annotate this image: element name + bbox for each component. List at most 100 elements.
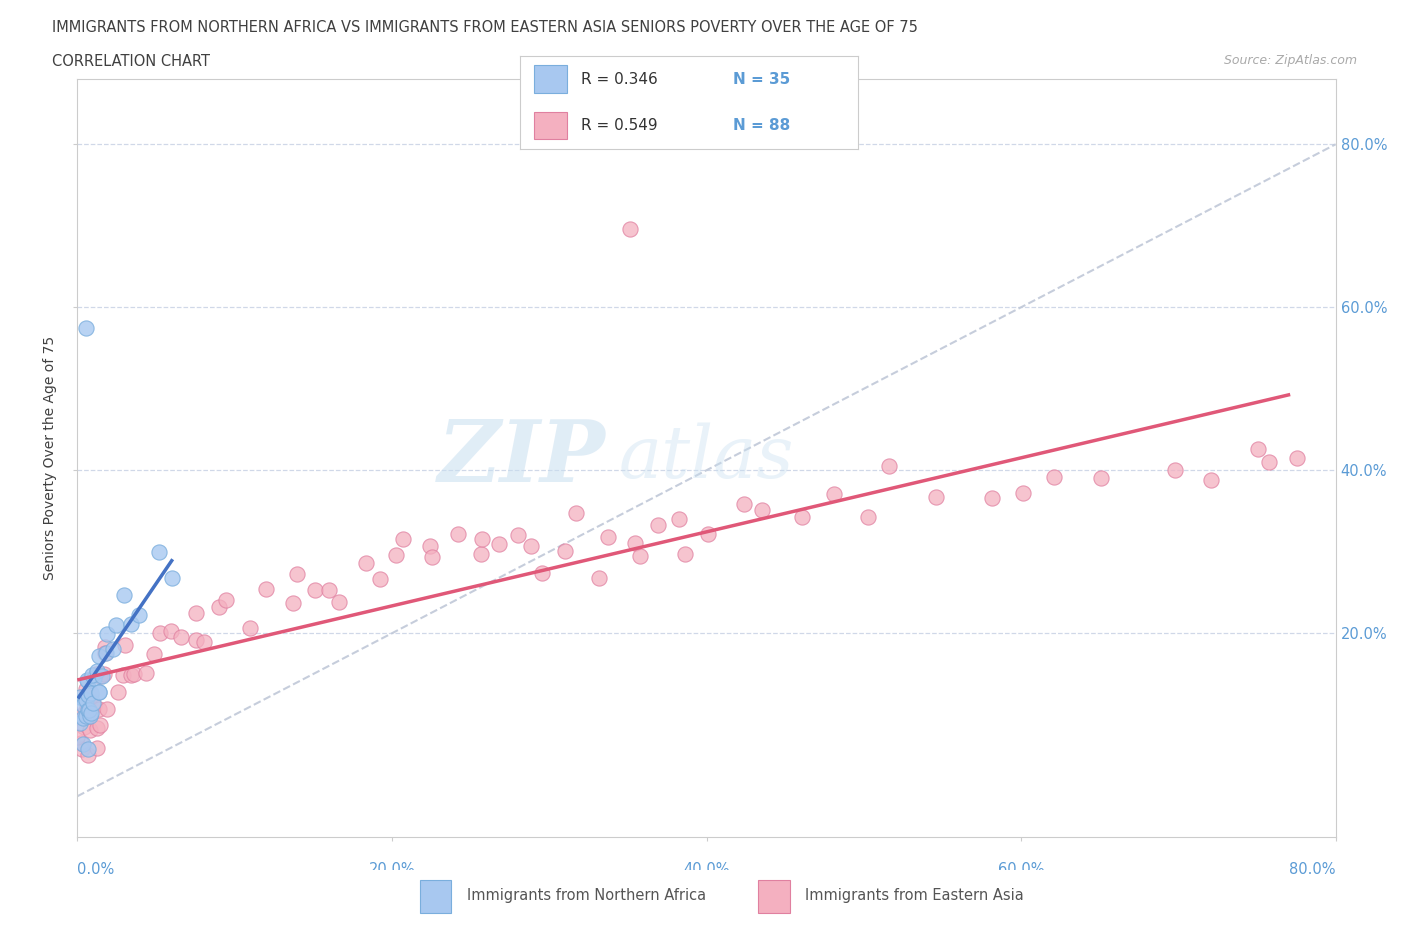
Point — [668, 512, 690, 526]
Text: ZIP: ZIP — [439, 417, 606, 499]
Point — [384, 548, 406, 563]
Point — [1258, 455, 1281, 470]
Point — [76, 691, 98, 706]
Point — [120, 617, 142, 631]
FancyBboxPatch shape — [534, 112, 568, 140]
Text: Source: ZipAtlas.com: Source: ZipAtlas.com — [1223, 54, 1357, 67]
Point — [856, 510, 879, 525]
Point — [470, 546, 492, 561]
Text: N = 35: N = 35 — [733, 72, 790, 86]
Text: 80.0%: 80.0% — [1289, 862, 1336, 877]
Point — [254, 581, 277, 596]
Point — [624, 536, 647, 551]
Point — [76, 701, 98, 716]
Text: atlas: atlas — [619, 423, 794, 493]
Point — [1042, 470, 1064, 485]
Point — [89, 701, 111, 716]
Point — [76, 708, 98, 723]
Point — [69, 736, 91, 751]
Point — [160, 624, 183, 639]
Point — [1011, 485, 1033, 500]
Point — [304, 583, 326, 598]
Point — [1286, 450, 1309, 465]
Y-axis label: Seniors Poverty Over the Age of 75: Seniors Poverty Over the Age of 75 — [44, 336, 58, 580]
Text: 20.0%: 20.0% — [368, 862, 415, 877]
Point — [69, 715, 91, 730]
FancyBboxPatch shape — [758, 880, 790, 913]
Point — [733, 497, 755, 512]
Point — [76, 741, 98, 756]
Point — [751, 502, 773, 517]
Point — [77, 702, 100, 717]
Point — [94, 645, 117, 660]
Point — [96, 627, 118, 642]
Point — [214, 592, 236, 607]
Point — [82, 695, 104, 710]
Point — [79, 705, 101, 720]
Point — [101, 641, 124, 656]
FancyBboxPatch shape — [534, 65, 568, 93]
Point — [104, 618, 127, 632]
Point — [76, 320, 98, 335]
Point — [75, 708, 97, 723]
Point — [696, 527, 718, 542]
Point — [143, 646, 166, 661]
Point — [392, 531, 415, 546]
FancyBboxPatch shape — [419, 880, 451, 913]
Text: R = 0.346: R = 0.346 — [581, 72, 658, 86]
Point — [72, 698, 94, 712]
Point — [86, 721, 108, 736]
Point — [111, 668, 134, 683]
Point — [508, 527, 530, 542]
Point — [186, 632, 208, 647]
Point — [471, 531, 494, 546]
Point — [76, 701, 98, 716]
Point — [96, 701, 118, 716]
Point — [530, 565, 553, 580]
Point — [318, 582, 340, 597]
Point — [80, 685, 103, 700]
Point — [1247, 442, 1270, 457]
Point — [879, 458, 901, 473]
Point — [87, 684, 110, 699]
Point — [328, 594, 350, 609]
Point — [79, 723, 101, 737]
Text: R = 0.549: R = 0.549 — [581, 118, 658, 133]
Point — [673, 547, 696, 562]
Point — [87, 648, 110, 663]
Point — [69, 690, 91, 705]
Point — [120, 667, 142, 682]
Point — [94, 645, 117, 660]
Point — [89, 718, 111, 733]
Point — [79, 709, 101, 724]
Point — [80, 687, 103, 702]
Text: N = 88: N = 88 — [733, 118, 790, 133]
Point — [628, 549, 651, 564]
Point — [148, 545, 170, 560]
Point — [790, 510, 813, 525]
Point — [73, 720, 96, 735]
Point — [70, 741, 93, 756]
Point — [112, 588, 135, 603]
Point — [283, 596, 305, 611]
Point — [1199, 472, 1222, 487]
Point — [368, 572, 391, 587]
Point — [76, 702, 98, 717]
Point — [76, 687, 98, 702]
Point — [75, 682, 97, 697]
Point — [76, 699, 98, 714]
Point — [83, 699, 105, 714]
Point — [93, 667, 115, 682]
Text: IMMIGRANTS FROM NORTHERN AFRICA VS IMMIGRANTS FROM EASTERN ASIA SENIORS POVERTY : IMMIGRANTS FROM NORTHERN AFRICA VS IMMIG… — [52, 20, 918, 35]
Text: 60.0%: 60.0% — [998, 862, 1045, 877]
Text: CORRELATION CHART: CORRELATION CHART — [52, 54, 209, 69]
Point — [554, 543, 576, 558]
Point — [89, 669, 111, 684]
Point — [647, 517, 669, 532]
Point — [488, 537, 510, 551]
Point — [193, 634, 215, 649]
Point — [90, 669, 112, 684]
Point — [564, 505, 586, 520]
Point — [160, 570, 183, 585]
Point — [66, 729, 89, 744]
